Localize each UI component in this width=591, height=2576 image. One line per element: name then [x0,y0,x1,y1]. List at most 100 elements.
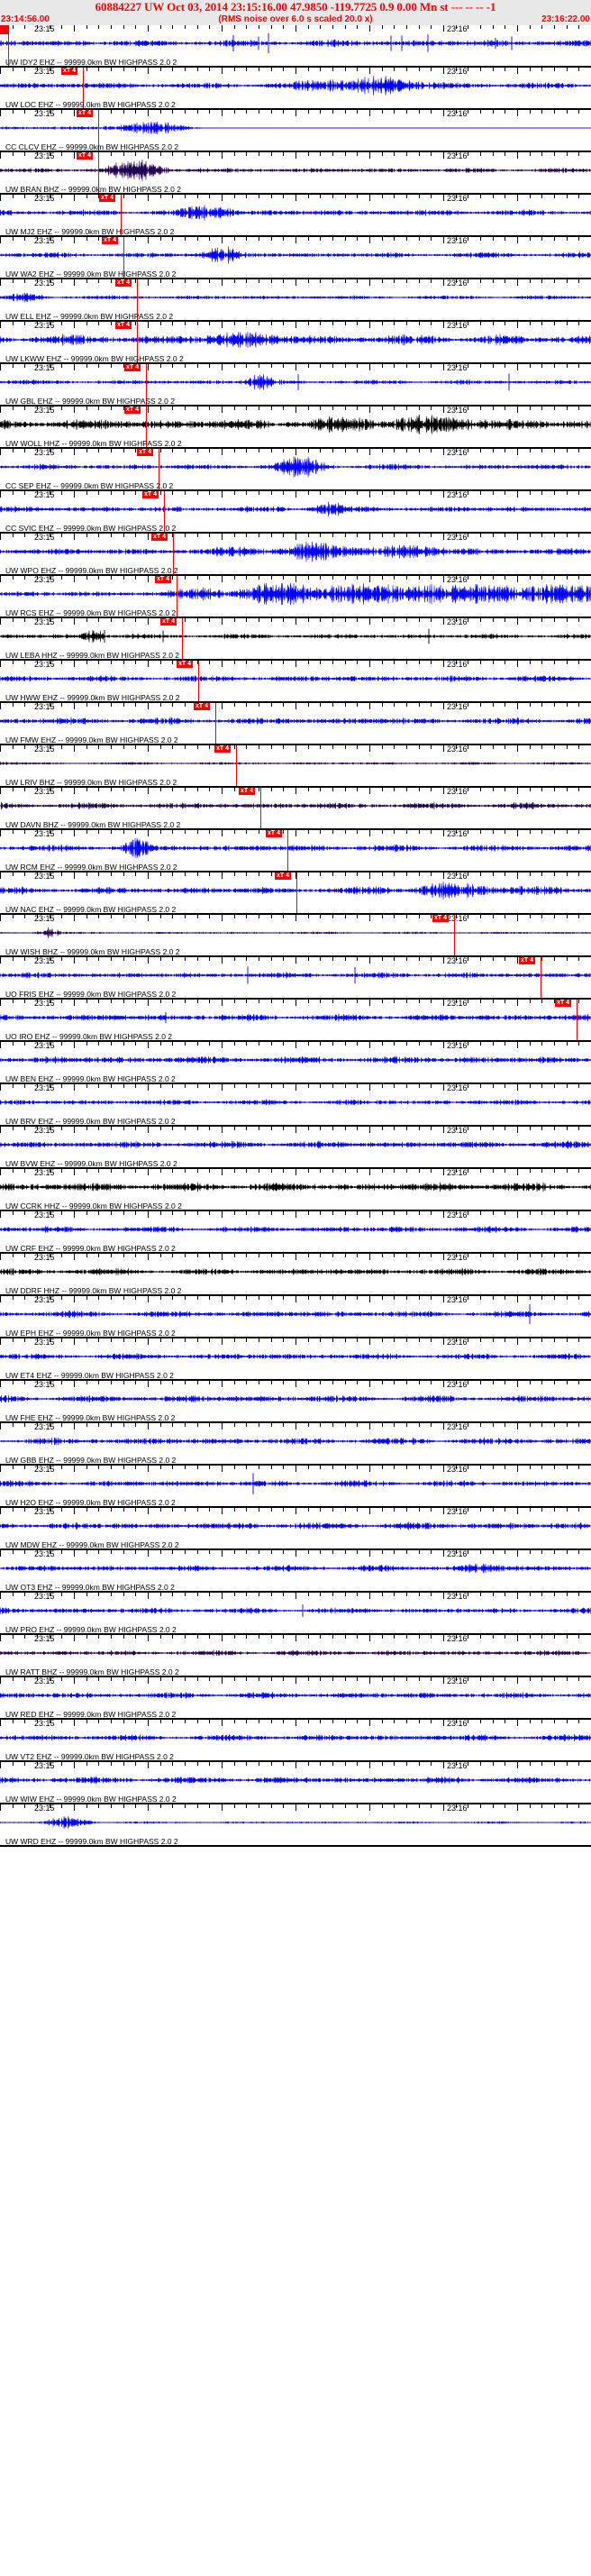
axis-tick [185,1677,186,1681]
axis-tick [578,1296,579,1300]
pick-marker-label[interactable]: xT 4 [99,195,116,202]
axis-tick [61,830,62,834]
axis-tick [185,1042,186,1046]
trace-row[interactable]: 23:15 23:16 xT 4 UW RCM EHZ -- 99999.0km BW… [0,830,591,872]
trace-row[interactable]: 23:15 23:16 UW EPH EHZ -- 99999.0km BW HIG… [0,1296,591,1338]
axis-tick [419,745,420,749]
axis-tick [271,788,272,791]
axis-tick [456,1804,457,1808]
trace-row[interactable]: 23:15 23:16 xT 4 UW RCS EHZ -- 99999.0km BW… [0,576,591,618]
axis-tick [86,703,87,707]
axis-tick [209,1466,210,1469]
axis-tick [394,1254,395,1257]
axis-tick [222,322,223,328]
axis-tick [0,449,1,455]
axis-tick [234,1466,235,1469]
axis-tick [197,110,198,114]
trace-row[interactable]: 23:15 23:16 xT 4 UW GBL EHZ -- 99999.0km BW… [0,364,591,406]
pick-marker-label[interactable]: xT 4 [160,618,177,626]
trace-row[interactable]: 23:15 23:16 xT 4 UW MJ2 EHZ -- 99999.0km BW… [0,195,591,237]
axis-tick [530,1211,531,1215]
axis-tick [345,1338,346,1342]
axis-tick [234,1508,235,1512]
trace-row[interactable]: 23:15 23:16 xT 4 UW FMW EHZ -- 99999.0km BW… [0,703,591,745]
trace-row[interactable]: 23:15 23:16 UW H2O EHZ -- 99999.0km BW HIG… [0,1466,591,1508]
trace-row[interactable]: 23:15 23:16 UW BRV EHZ -- 99999.0km BW HIG… [0,1084,591,1127]
trace-row[interactable]: 23:15 23:16 UW BVW EHZ -- 99999.0km BW HIG… [0,1127,591,1169]
axis-tick [320,68,321,71]
time-axis [0,110,591,116]
trace-row[interactable]: 23:15 23:16 UW CCRK HHZ -- 99999.0km BW HI… [0,1169,591,1211]
axis-tick [0,491,1,498]
trace-row[interactable]: 23:15 23:16 xT 4 UO IRO EHZ -- 99999.0km BW… [0,1000,591,1042]
axis-tick [283,68,284,71]
trace-row[interactable]: 23:15 23:16 UW IDY2 EHZ -- 99999.0km BW HI… [0,25,591,68]
trace-row[interactable]: 23:15 23:16 UW ET4 EHZ -- 99999.0km BW HIG… [0,1338,591,1381]
trace-row[interactable]: 23:15 23:16 xT 4 UW WISH BHZ -- 99999.0km B… [0,915,591,957]
trace-row[interactable]: 23:15 23:16 xT 4 UW LOC EHZ -- 99999.0km BW… [0,68,591,110]
axis-tick [61,703,62,707]
trace-row[interactable]: 23:15 23:16 UW RATT BHZ -- 99999.0km BW HI… [0,1635,591,1677]
pick-marker-label[interactable]: xT 4 [214,745,232,753]
pick-marker-label[interactable]: xT 4 [137,449,154,456]
trace-row[interactable]: 23:15 23:16 xT 4 CC SEP EHZ -- 99999.0km BW… [0,449,591,491]
pick-marker-label[interactable]: xT 4 [115,279,132,287]
trace-row[interactable]: 23:15 23:16 xT 4 CC CLCV EHZ -- 99999.0km B… [0,110,591,152]
trace-row[interactable]: 23:15 23:16 UW OT3 EHZ -- 99999.0km BW HIG… [0,1550,591,1593]
trace-row[interactable]: 23:15 23:16 xT 4 UW NAC EHZ -- 99999.0km BW… [0,872,591,915]
axis-tick [530,1296,531,1300]
pick-marker-label[interactable]: xT 4 [115,322,132,329]
trace-row[interactable]: 23:15 23:16 UW FHE EHZ -- 99999.0km BW HIG… [0,1381,591,1423]
trace-row[interactable]: 23:15 23:16 UW CRF EHZ -- 99999.0km BW HIG… [0,1211,591,1254]
axis-tick [98,449,99,452]
trace-row[interactable]: 23:15 23:16 xT 4 UO FRIS EHZ -- 99999.0km B… [0,957,591,1000]
trace-row[interactable]: 23:15 23:16 UW WRD EHZ -- 99999.0km BW HIG… [0,1804,591,1847]
pick-marker-label[interactable]: xT 4 [519,957,536,964]
axis-tick [382,1211,383,1215]
trace-row[interactable]: 23:15 23:16 xT 4 UW LEBA HHZ -- 99999.0km B… [0,618,591,661]
trace-row[interactable]: 23:15 23:16 UW WIW EHZ -- 99999.0km BW HIG… [0,1762,591,1804]
trace-row[interactable]: 23:15 23:16 UW BEN EHZ -- 99999.0km BW HIG… [0,1042,591,1084]
axis-tick [209,1677,210,1681]
trace-row[interactable]: 23:15 23:16 xT 4 UW LKWW EHZ -- 99999.0km B… [0,322,591,364]
trace-row[interactable]: 23:15 23:16 xT 4 UW WOLL HHZ -- 99999.0km B… [0,406,591,449]
trace-row[interactable]: 23:15 23:16 xT 4 UW LRIV BHZ -- 99999.0km B… [0,745,591,788]
trace-row[interactable]: 23:15 23:16 xT 4 UW HWW EHZ -- 99999.0km BW… [0,661,591,703]
pick-marker-label[interactable]: xT 4 [239,788,256,795]
trace-row[interactable]: 23:15 23:16 xT 4 CC SVIC EHZ -- 99999.0km B… [0,491,591,534]
trace-row[interactable]: 23:15 23:16 UW DDRF HHZ -- 99999.0km BW HI… [0,1254,591,1296]
trace-row[interactable]: 23:15 23:16 UW VT2 EHZ -- 99999.0km BW HIG… [0,1720,591,1762]
pick-marker-label[interactable]: xT 4 [124,364,141,371]
channel-label: UW IDY2 EHZ -- 99999.0km BW HIGHPASS 2.0… [5,58,177,67]
pick-marker-label[interactable]: xT 4 [77,152,94,160]
pick-marker-label[interactable]: xT 4 [177,661,194,668]
pick-marker-label[interactable]: xT 4 [102,237,119,244]
trace-row[interactable]: 23:15 23:16 xT 4 UW ELL EHZ -- 99999.0km BW… [0,279,591,322]
axis-tick [246,491,247,495]
axis-tick [578,618,579,622]
pick-marker-label[interactable]: xT 4 [77,110,94,117]
axis-tick [160,1296,161,1300]
trace-row[interactable]: 23:15 23:16 UW RED EHZ -- 99999.0km BW HIG… [0,1677,591,1720]
pick-marker-label[interactable]: xT 4 [432,915,450,922]
trace-row[interactable]: 23:15 23:16 UW MDW EHZ -- 99999.0km BW HIG… [0,1508,591,1550]
pick-marker-label[interactable]: xT 4 [266,830,283,837]
pick-marker-label[interactable]: xT 4 [124,406,141,414]
axis-tick [320,957,321,961]
pick-marker-label[interactable]: xT 4 [151,534,168,541]
pick-marker-label[interactable]: xT 4 [194,703,211,710]
trace-row[interactable]: 23:15 23:16 UW PRO EHZ -- 99999.0km BW HIG… [0,1593,591,1635]
trace-row[interactable]: 23:15 23:16 xT 4 UW BRAN BHZ -- 99999.0km B… [0,152,591,195]
axis-tick [517,1211,518,1218]
pick-marker-label[interactable]: xT 4 [61,68,78,75]
trace-row[interactable]: 23:15 23:16 xT 4 UW WPO EHZ -- 99999.0km BW… [0,534,591,576]
pick-marker-label[interactable]: xT 4 [555,1000,572,1007]
trace-row[interactable]: 23:15 23:16 xT 4 UW DAVN BHZ -- 99999.0km B… [0,788,591,830]
axis-tick [148,957,149,964]
pick-marker-label[interactable]: xT 4 [275,872,292,880]
pick-marker-label[interactable]: xT 4 [155,576,172,583]
axis-tick [74,1042,75,1048]
trace-row[interactable]: 23:15 23:16 UW GBB EHZ -- 99999.0km BW HIG… [0,1423,591,1466]
trace-row[interactable]: 23:15 23:16 xT 4 UW WA2 EHZ -- 99999.0km BW… [0,237,591,279]
pick-marker-label[interactable]: xT 4 [142,491,159,498]
